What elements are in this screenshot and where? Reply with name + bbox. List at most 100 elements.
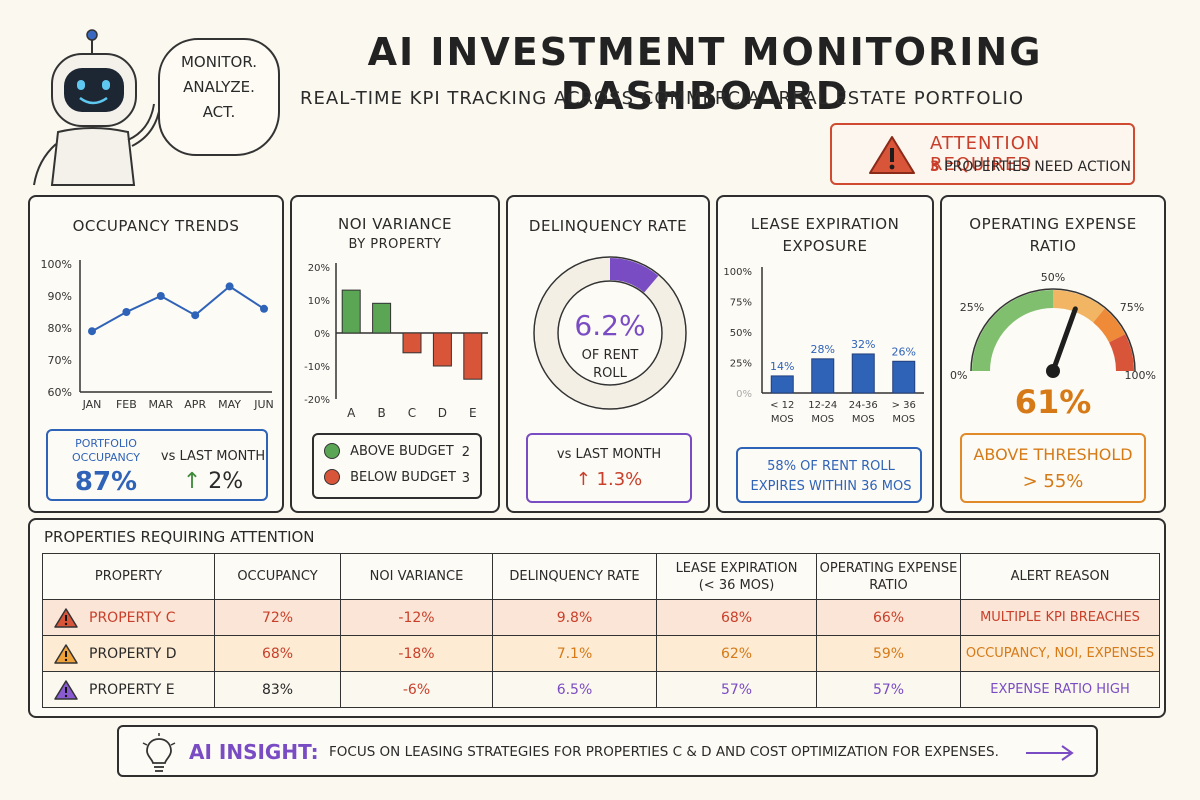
gauge-tick-label: 75% — [1120, 301, 1144, 314]
x-tick-label: < 12 — [770, 400, 794, 411]
x-tick-label: MOS — [892, 414, 915, 425]
cell-delinquency: 6.5% — [492, 671, 657, 708]
lease-data-label: 14% — [770, 360, 794, 373]
opex-value: 61% — [1014, 383, 1092, 421]
table-row[interactable]: PROPERTY C 72% -12% 9.8% 68% 66% MULTIPL… — [42, 599, 1160, 636]
occupancy-point — [88, 327, 96, 336]
gauge-arc-amber — [1052, 290, 1105, 323]
lease-bar-chart: 0% 25% 50% 75% 100% 14% < 12 MOS 28% 12-24 MOS 32% 2… — [723, 267, 924, 425]
lease-data-label: 28% — [811, 343, 835, 356]
x-tick-label: B — [377, 406, 385, 420]
y-tick-label: 75% — [730, 298, 752, 309]
y-tick-label: 0% — [314, 329, 330, 340]
y-tick-label: 100% — [723, 267, 752, 278]
attention-banner[interactable]: ATTENTION REQUIRED 3 PROPERTIES NEED ACT… — [830, 123, 1135, 185]
table-row[interactable]: PROPERTY D 68% -18% 7.1% 62% 59% OCCUPAN… — [42, 635, 1160, 672]
header-alert-reason: ALERT REASON — [960, 553, 1160, 600]
table-row[interactable]: PROPERTY E 83% -6% 6.5% 57% 57% EXPENSE … — [42, 671, 1160, 708]
y-tick-label: 80% — [48, 322, 72, 335]
occupancy-summary: PORTFOLIO OCCUPANCY 87% vs LAST MONTH ↑ … — [46, 429, 268, 501]
noi-bar — [372, 302, 392, 334]
occupancy-point — [156, 292, 165, 300]
opex-subtitle: RATIO — [1029, 237, 1077, 255]
lease-bar — [770, 375, 794, 394]
x-tick-label: MOS — [771, 414, 794, 425]
speech-bubble: MONITOR. ANALYZE. ACT. — [158, 38, 280, 156]
cell-delinquency: 7.1% — [492, 635, 657, 672]
ai-insight-bar[interactable]: AI INSIGHT: FOCUS ON LEASING STRATEGIES … — [117, 725, 1098, 777]
cell-lease: 62% — [656, 635, 817, 672]
noi-bar — [341, 289, 361, 334]
lease-summary: 58% OF RENT ROLL EXPIRES WITHIN 36 MOS — [736, 447, 922, 503]
x-tick-label: E — [469, 406, 477, 420]
gauge-outline — [970, 288, 1136, 372]
cell-lease: 68% — [656, 599, 817, 636]
lease-title: LEASE EXPIRATION — [750, 215, 900, 233]
legend-dot-green — [324, 443, 340, 459]
delinquency-compare-value: 1.3% — [596, 469, 643, 490]
delinquency-value: 6.2% — [574, 309, 646, 342]
lease-data-label: 32% — [851, 338, 875, 351]
cell-opex: 59% — [816, 635, 961, 672]
attention-desc: PROPERTIES NEED ACTION — [944, 159, 1131, 175]
gauge-tick-label: 25% — [960, 301, 984, 314]
delinquency-summary: vs LAST MONTH ↑ 1.3% — [526, 433, 692, 503]
noi-bar-chart: -20% -10% 0% 10% 20% A B C D E — [304, 263, 488, 420]
legend-above-label: ABOVE BUDGET — [350, 443, 454, 459]
row-property: PROPERTY D — [42, 635, 215, 672]
x-tick-label: JUN — [253, 398, 274, 411]
occupancy-point — [122, 308, 131, 316]
x-tick-label: > 36 — [892, 400, 916, 411]
property-name: PROPERTY D — [89, 645, 177, 662]
x-tick-label: D — [438, 406, 447, 420]
x-tick-label: 24-36 — [849, 400, 878, 411]
arrow-up-icon: ↑ — [182, 469, 202, 494]
cell-noi: -18% — [340, 635, 493, 672]
x-tick-label: MOS — [811, 414, 834, 425]
opex-summary: ABOVE THRESHOLD > 55% — [960, 433, 1146, 503]
occupancy-compare: ↑ 2% — [160, 469, 266, 494]
gauge-tick-label: 0% — [950, 369, 967, 382]
header-opex-line2: RATIO — [869, 577, 908, 593]
y-tick-label: 100% — [41, 258, 72, 271]
warning-orange-icon — [54, 643, 78, 664]
header-lease: LEASE EXPIRATION (< 36 MOS) — [656, 553, 817, 600]
robot-mascot-icon — [33, 29, 160, 186]
lease-bar — [811, 358, 835, 394]
cell-noi: -6% — [340, 671, 493, 708]
cell-delinquency: 9.8% — [492, 599, 657, 636]
arrow-right-icon[interactable] — [1024, 743, 1076, 763]
y-tick-label: 25% — [730, 359, 752, 370]
header-occupancy: OCCUPANCY — [214, 553, 341, 600]
table-title: PROPERTIES REQUIRING ATTENTION — [44, 528, 315, 546]
noi-subtitle: BY PROPERTY — [348, 237, 442, 252]
table-header-row: PROPERTY OCCUPANCY NOI VARIANCE DELINQUE… — [42, 553, 1160, 600]
x-tick-label: C — [408, 406, 416, 420]
gauge-arc-green — [972, 290, 1054, 372]
cell-opex: 66% — [816, 599, 961, 636]
noi-variance-panel: NOI VARIANCE BY PROPERTY -20% -10% 0% 10% 20… — [290, 195, 500, 513]
lease-bar — [892, 360, 916, 394]
x-tick-label: APR — [184, 398, 206, 411]
warning-icon — [869, 136, 915, 174]
cell-occupancy: 72% — [214, 599, 341, 636]
y-tick-label: 20% — [308, 263, 330, 274]
opex-summary-line2: > 55% — [1022, 471, 1084, 492]
bubble-line: ANALYZE. — [183, 78, 255, 96]
opex-panel: OPERATING EXPENSE RATIO 0% 25% 50% 75% 100% … — [940, 195, 1166, 513]
row-property: PROPERTY E — [42, 671, 215, 708]
legend-below: BELOW BUDGET 3 — [324, 469, 474, 491]
delinquency-title: DELINQUENCY RATE — [528, 217, 688, 235]
gauge-tick-label: 100% — [1125, 369, 1156, 382]
delinquency-compare: ↑ 1.3% — [528, 469, 690, 490]
legend-below-count: 3 — [461, 471, 470, 486]
cell-opex: 57% — [816, 671, 961, 708]
legend-above: ABOVE BUDGET 2 — [324, 443, 474, 465]
delinquency-panel: DELINQUENCY RATE 6.2% OF RENT ROLL vs LA… — [506, 195, 710, 513]
gauge-needle — [1050, 306, 1078, 374]
x-tick-label: FEB — [116, 398, 137, 411]
y-tick-label: 90% — [48, 290, 72, 303]
noi-title: NOI VARIANCE — [337, 215, 453, 233]
y-tick-label: 60% — [48, 386, 72, 399]
delinquency-caption: OF RENT ROLL — [581, 348, 639, 381]
